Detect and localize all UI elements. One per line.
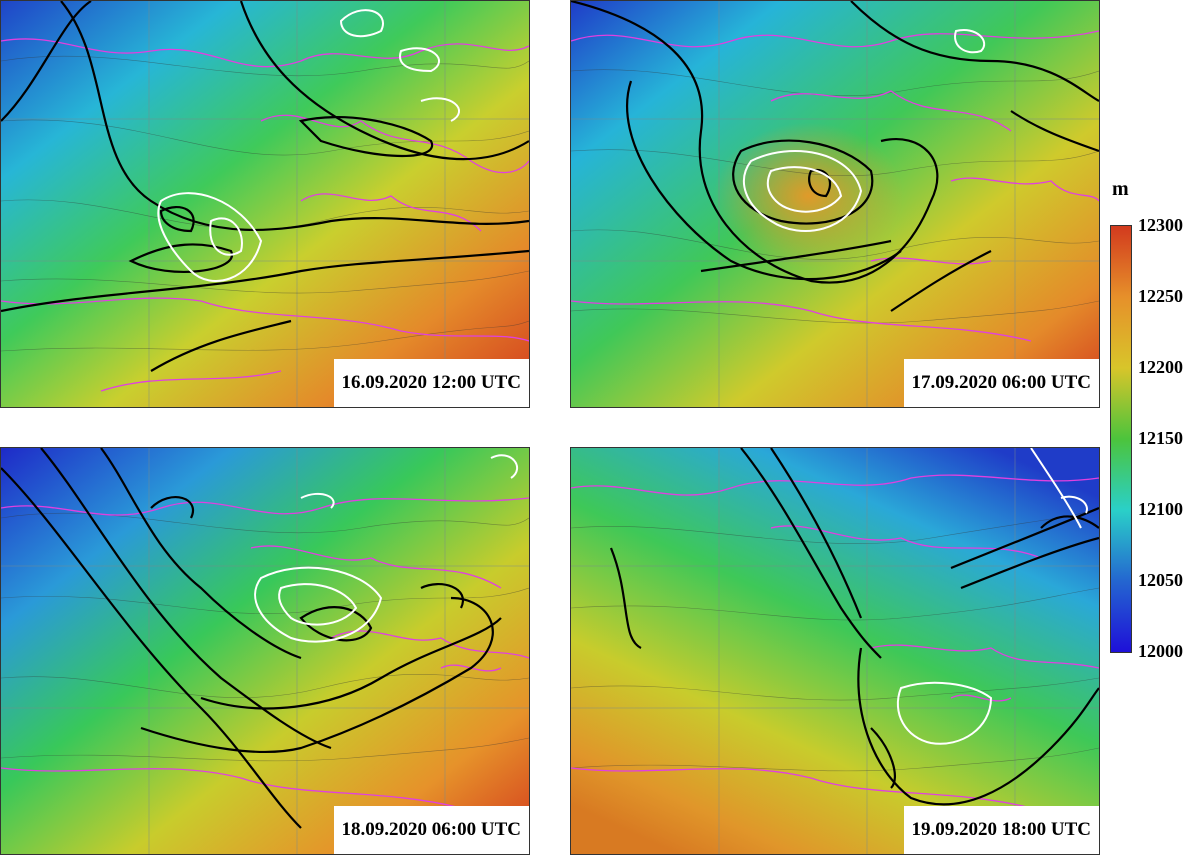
- colorbar-tick-12200: 12200: [1138, 357, 1183, 377]
- pv-contours: [1, 448, 502, 829]
- map-panel-1: 16.09.2020 12:00 UTC: [0, 0, 530, 408]
- map-field-4: [571, 448, 1099, 854]
- height-contours: [571, 507, 1099, 772]
- ascent-contours: [157, 9, 460, 282]
- ascent-contours: [254, 454, 518, 643]
- height-field: [571, 448, 1099, 854]
- colorbar-tick-12000: 12000: [1138, 641, 1183, 661]
- height-field: [1, 448, 529, 854]
- map-panel-2: 17.09.2020 06:00 UTC: [570, 0, 1100, 408]
- coastlines: [571, 30, 1099, 342]
- timestamp-label-1: 16.09.2020 12:00 UTC: [333, 359, 529, 407]
- timestamp-label-2: 17.09.2020 06:00 UTC: [903, 359, 1099, 407]
- coastlines: [1, 497, 529, 809]
- lat-lon-grid: [1, 1, 529, 407]
- pv-contours: [571, 1, 1099, 312]
- ascent-contours: [896, 448, 1088, 745]
- map-panel-3: 18.09.2020 06:00 UTC: [0, 447, 530, 855]
- colorbar-unit: m: [1112, 178, 1129, 200]
- warm-anomaly: [571, 1, 1099, 407]
- map-field-2: [571, 1, 1099, 407]
- colorbar-tick-12300: 12300: [1138, 215, 1183, 235]
- timestamp-label-4: 19.09.2020 18:00 UTC: [903, 806, 1099, 854]
- height-field: [1, 1, 529, 407]
- colorbar: [1110, 225, 1132, 653]
- colorbar-tick-12100: 12100: [1138, 499, 1183, 519]
- map-panel-4: 19.09.2020 18:00 UTC: [570, 447, 1100, 855]
- pv-contours: [609, 448, 1099, 806]
- colorbar-tick-12050: 12050: [1138, 570, 1183, 590]
- lat-lon-grid: [571, 1, 1099, 407]
- ascent-contours: [742, 29, 986, 232]
- colorbar-tick-12250: 12250: [1138, 286, 1183, 306]
- colorbar-tick-12150: 12150: [1138, 428, 1183, 448]
- timestamp-label-3: 18.09.2020 06:00 UTC: [333, 806, 529, 854]
- map-field-1: [1, 1, 529, 407]
- map-field-3: [1, 448, 529, 854]
- lat-lon-grid: [571, 448, 1099, 854]
